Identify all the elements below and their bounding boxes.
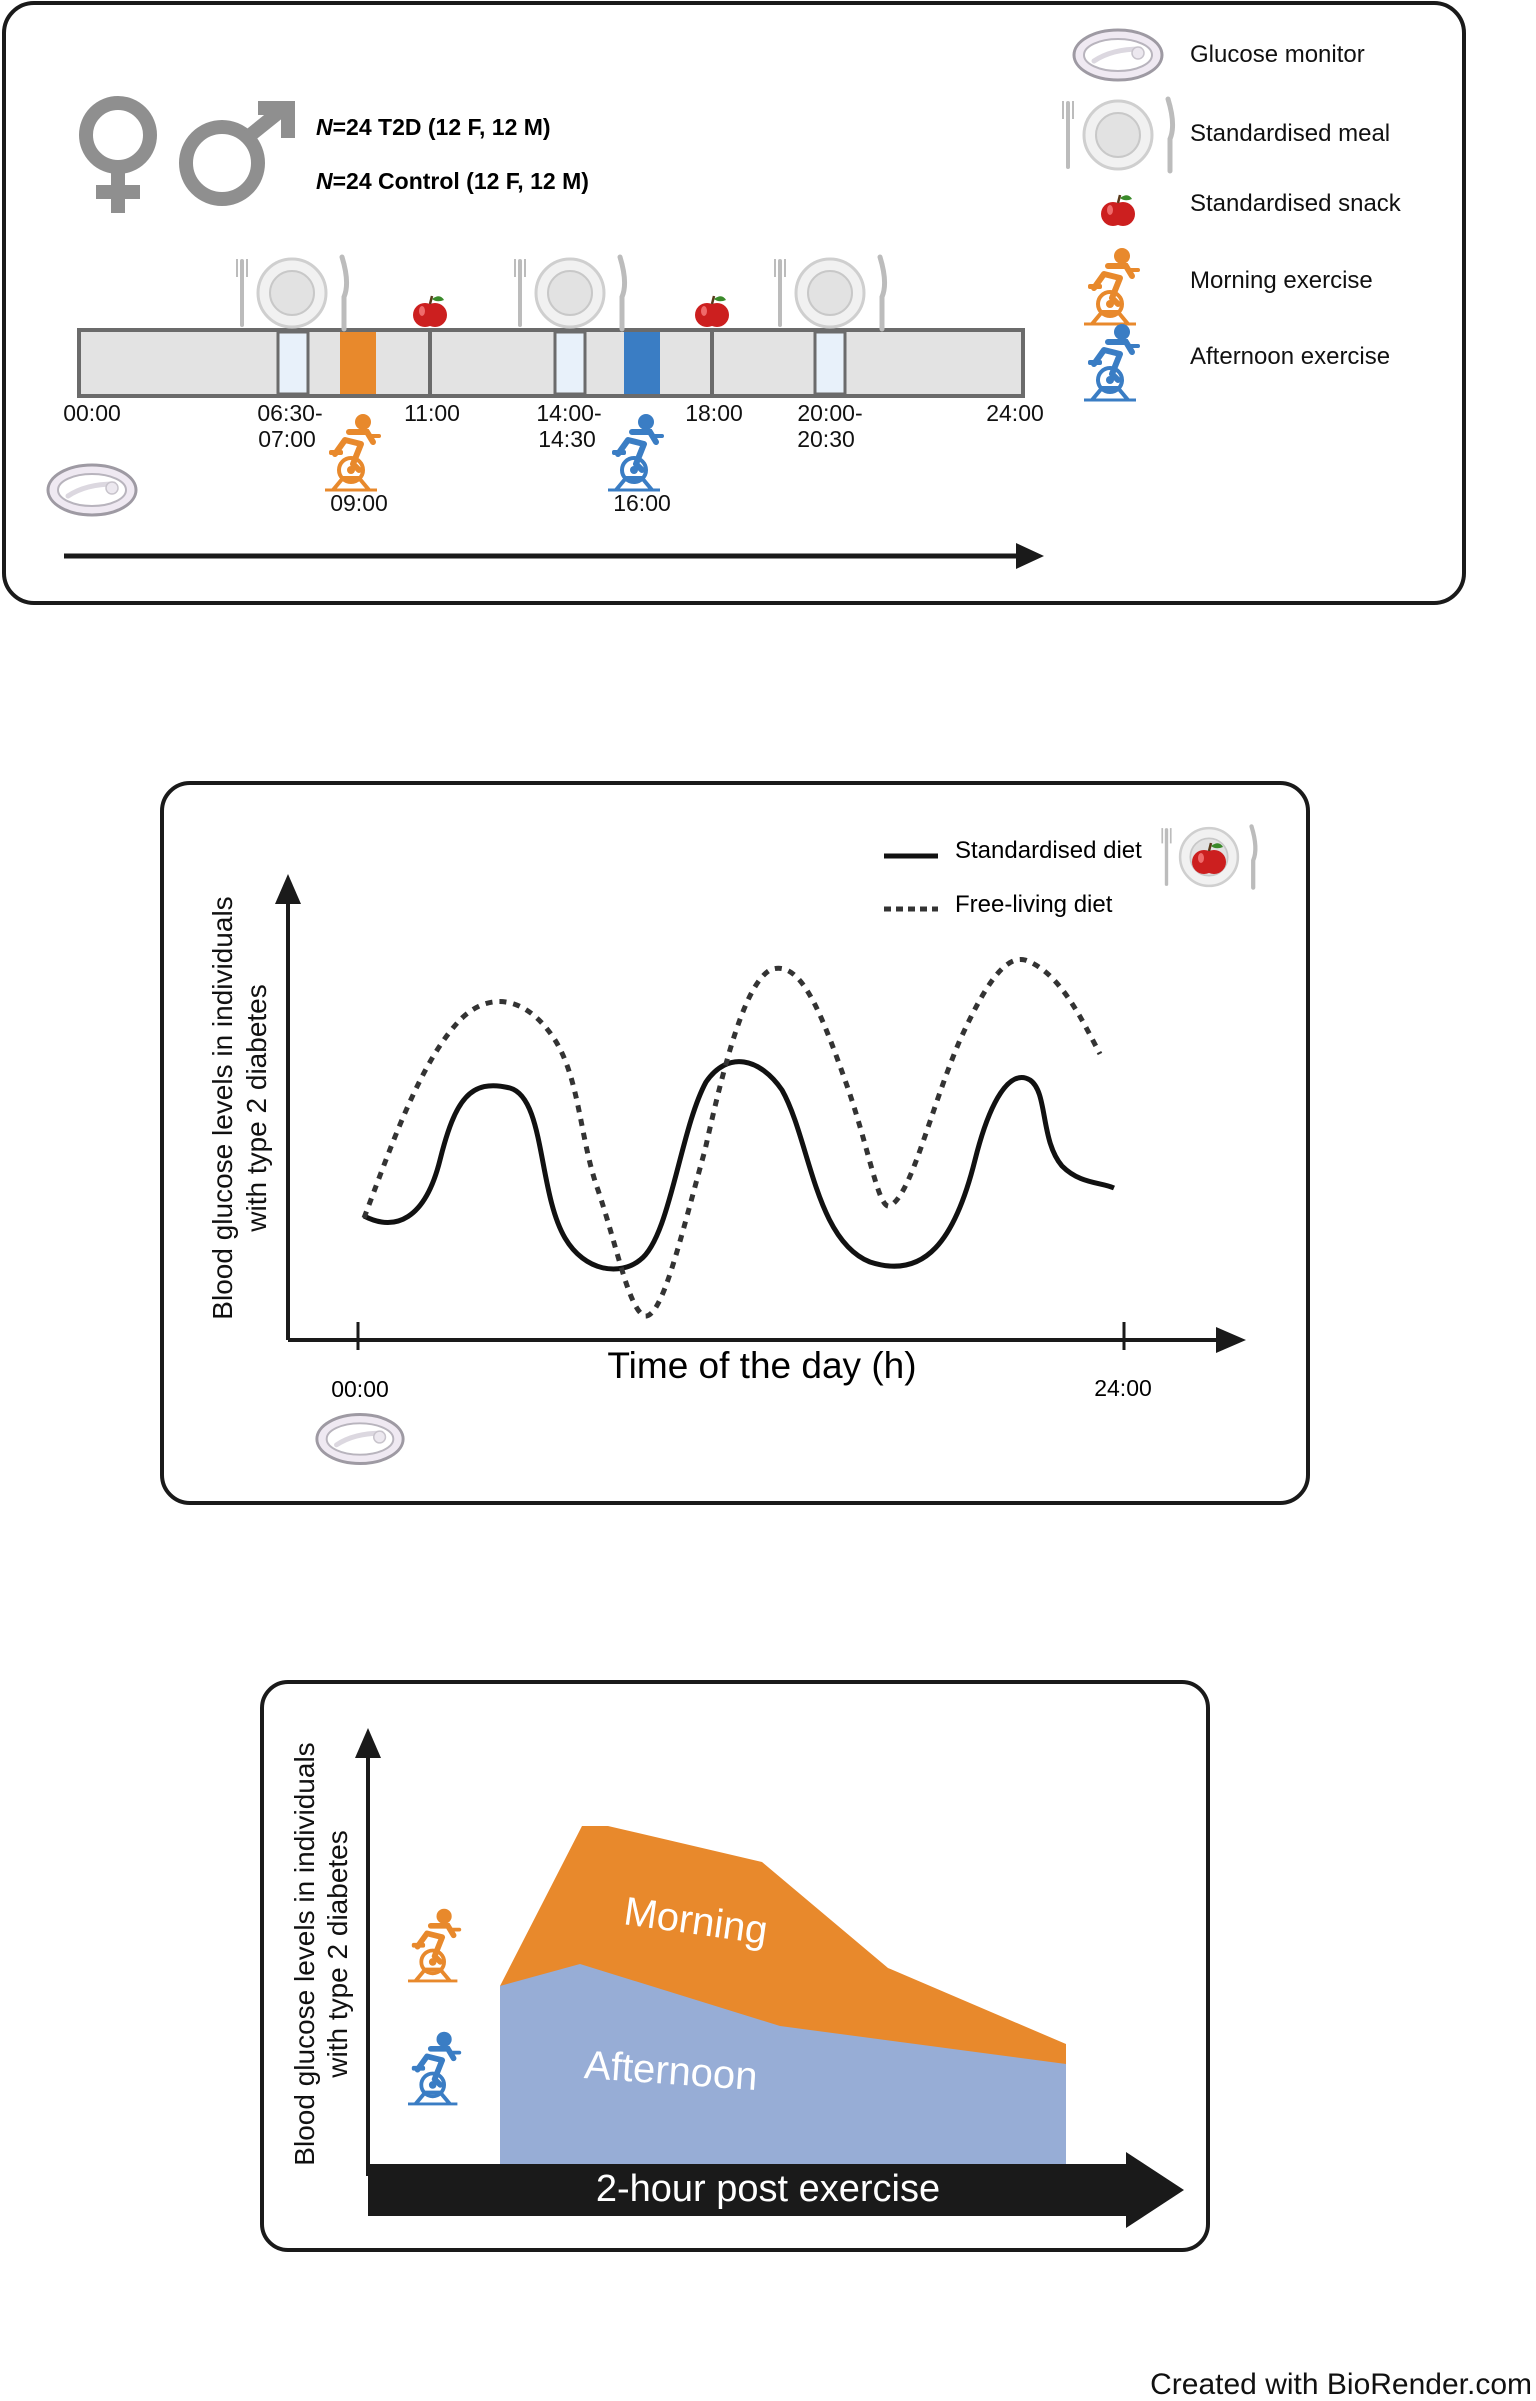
time-label-snack2: 18:00 [685, 400, 743, 426]
panel-glucose-diet: Blood glucose levels in individuals with… [160, 781, 1310, 1505]
panel3-x-axis-arrow [368, 2152, 1184, 2228]
male-icon [179, 101, 295, 206]
standardised-diet-curve [362, 1059, 1115, 1272]
time-label-morning-exercise: 09:00 [330, 490, 388, 516]
glucose-monitor-icon [48, 465, 136, 515]
panel2-frame [160, 781, 1310, 1505]
panel2-xlabel: Time of the day (h) [607, 1345, 916, 1386]
morning-exercise-window [340, 332, 376, 394]
meal-window-3 [813, 330, 847, 396]
time-label-afternoon-exercise: 16:00 [613, 490, 671, 516]
panel1-legend: Glucose monitor Standardised meal Standa… [1062, 30, 1402, 400]
time-label-meal3: 20:30 [797, 426, 855, 452]
timeline-arrow [64, 543, 1044, 569]
panel2-ylabel: Blood glucose levels in individuals with… [207, 896, 272, 1319]
female-icon [79, 96, 157, 213]
meal-window-1 [276, 330, 310, 396]
x-tick-label-end: 24:00 [1094, 1375, 1152, 1401]
panel3-y-axis [355, 1728, 381, 2176]
cohort-t2d: N=24 T2D (12 F, 12 M) [316, 114, 551, 140]
meal-window-2 [553, 330, 587, 396]
svg-text:Blood glucose levels in indivi: Blood glucose levels in individuals [289, 1742, 320, 2165]
cohort-control: N=24 Control (12 F, 12 M) [316, 168, 589, 194]
time-label-end: 24:00 [986, 400, 1044, 426]
afternoon-area [500, 1964, 1066, 2166]
credit-text: Created with BioRender.com [1150, 2368, 1532, 2401]
legend-label: Standardised snack [1190, 190, 1402, 217]
panel-study-design: N=24 T2D (12 F, 12 M) N=24 Control (12 F… [2, 1, 1466, 605]
afternoon-exercise-window [624, 332, 660, 394]
legend-label: Standardised meal [1190, 120, 1390, 147]
panel3-ylabel: Blood glucose levels in individuals with… [289, 1742, 353, 2165]
panel-post-exercise: Blood glucose levels in individuals with… [260, 1680, 1210, 2252]
legend-label: Afternoon exercise [1190, 343, 1390, 370]
time-label-meal2: 14:30 [538, 426, 596, 452]
panel3-xlabel: 2-hour post exercise [596, 2168, 940, 2210]
free-living-diet-curve [361, 957, 1103, 1319]
glucose-monitor-icon [317, 1415, 403, 1464]
svg-text:Blood glucose levels in indivi: Blood glucose levels in individuals [207, 896, 238, 1319]
panel1-frame [2, 1, 1466, 605]
time-label-meal3: 20:00- [797, 400, 862, 426]
time-label-meal2: 14:00- [536, 400, 601, 426]
legend-label: Glucose monitor [1190, 41, 1365, 68]
time-label-snack1: 11:00 [404, 400, 460, 426]
panel2-legend: Standardised diet Free-living diet [884, 826, 1255, 918]
legend-label: Free-living diet [955, 891, 1113, 918]
svg-text:with type 2 diabetes: with type 2 diabetes [322, 1830, 353, 2079]
x-tick-label-start: 00:00 [331, 1376, 389, 1402]
glucose-monitor-icon [1074, 30, 1162, 80]
time-label-start: 00:00 [63, 400, 121, 426]
panel2-axes [275, 874, 1246, 1353]
timeline-bar [77, 328, 1025, 398]
legend-label: Morning exercise [1190, 267, 1373, 294]
svg-text:with type 2 diabetes: with type 2 diabetes [241, 984, 272, 1233]
legend-label: Standardised diet [955, 837, 1142, 864]
time-label-meal1: 07:00 [258, 426, 316, 452]
time-label-meal1: 06:30- [257, 400, 322, 426]
